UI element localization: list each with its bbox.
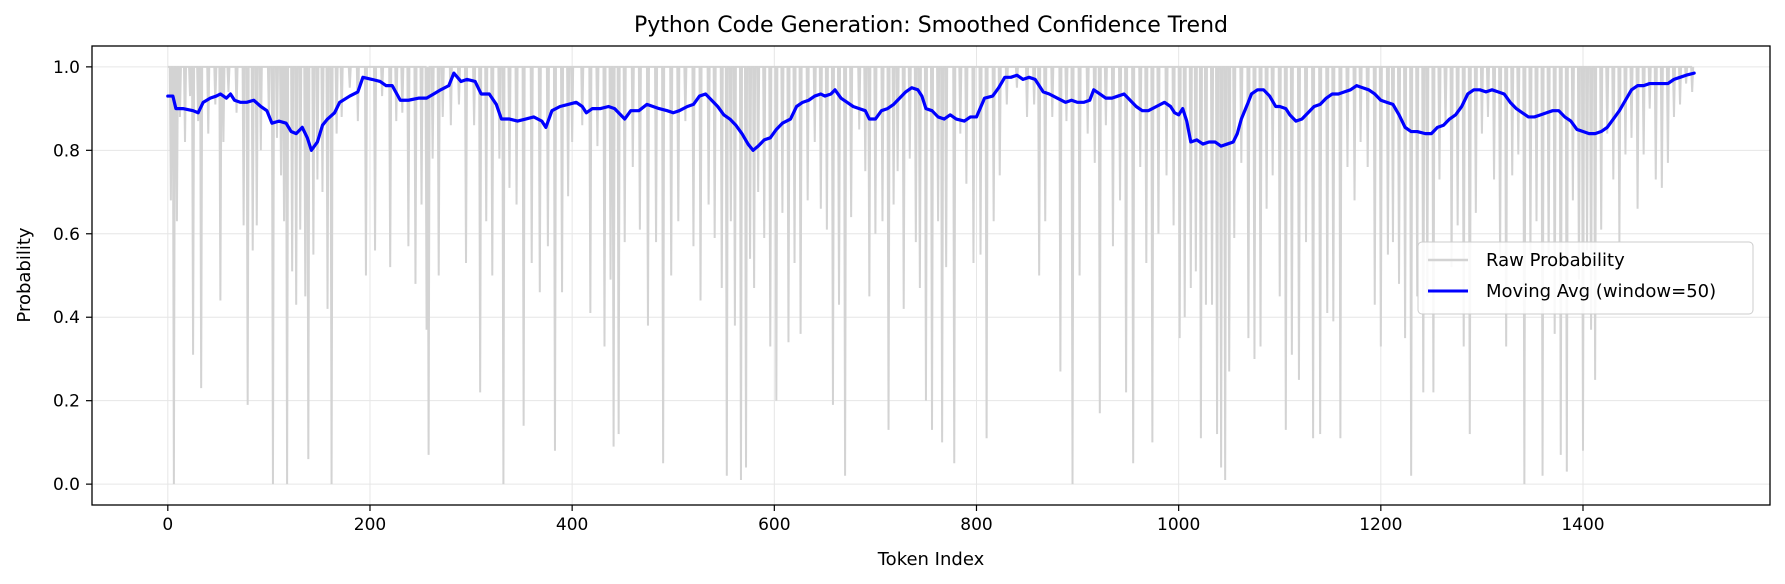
y-tick-label: 0.8 bbox=[53, 141, 80, 161]
x-axis-ticks: 0 200 400 600 800 1000 1200 1400 bbox=[162, 505, 1605, 535]
x-tick-label: 200 bbox=[354, 515, 386, 535]
y-tick-label: 0.0 bbox=[53, 475, 80, 495]
plot-area-frame bbox=[91, 45, 1771, 506]
raw-probability-line bbox=[167, 65, 1695, 485]
x-tick-label: 1000 bbox=[1157, 515, 1200, 535]
x-tick-label: 1400 bbox=[1561, 515, 1604, 535]
x-tick-label: 0 bbox=[162, 515, 173, 535]
x-tick-label: 1200 bbox=[1359, 515, 1402, 535]
x-axis-label: Token Index bbox=[877, 549, 985, 570]
y-tick-label: 1.0 bbox=[53, 58, 80, 78]
y-tick-label: 0.2 bbox=[53, 392, 80, 412]
chart-title: Python Code Generation: Smoothed Confide… bbox=[634, 13, 1228, 38]
legend-label-moving-average: Moving Avg (window=50) bbox=[1486, 281, 1716, 302]
legend-label-raw-probability: Raw Probability bbox=[1486, 250, 1625, 271]
x-tick-label: 800 bbox=[960, 515, 992, 535]
y-tick-label: 0.4 bbox=[53, 308, 80, 328]
x-tick-label: 400 bbox=[556, 515, 588, 535]
legend: Raw Probability Moving Avg (window=50) bbox=[1417, 241, 1754, 315]
moving-average-layer bbox=[166, 71, 1696, 152]
x-tick-label: 600 bbox=[758, 515, 790, 535]
raw-probability-layer bbox=[167, 65, 1695, 485]
y-axis-ticks: 0.0 0.2 0.4 0.6 0.8 1.0 bbox=[53, 58, 92, 495]
moving-average-line bbox=[166, 71, 1696, 152]
legend-box bbox=[1417, 241, 1754, 315]
y-axis-label: Probability bbox=[14, 227, 35, 322]
y-tick-label: 0.6 bbox=[53, 225, 80, 245]
